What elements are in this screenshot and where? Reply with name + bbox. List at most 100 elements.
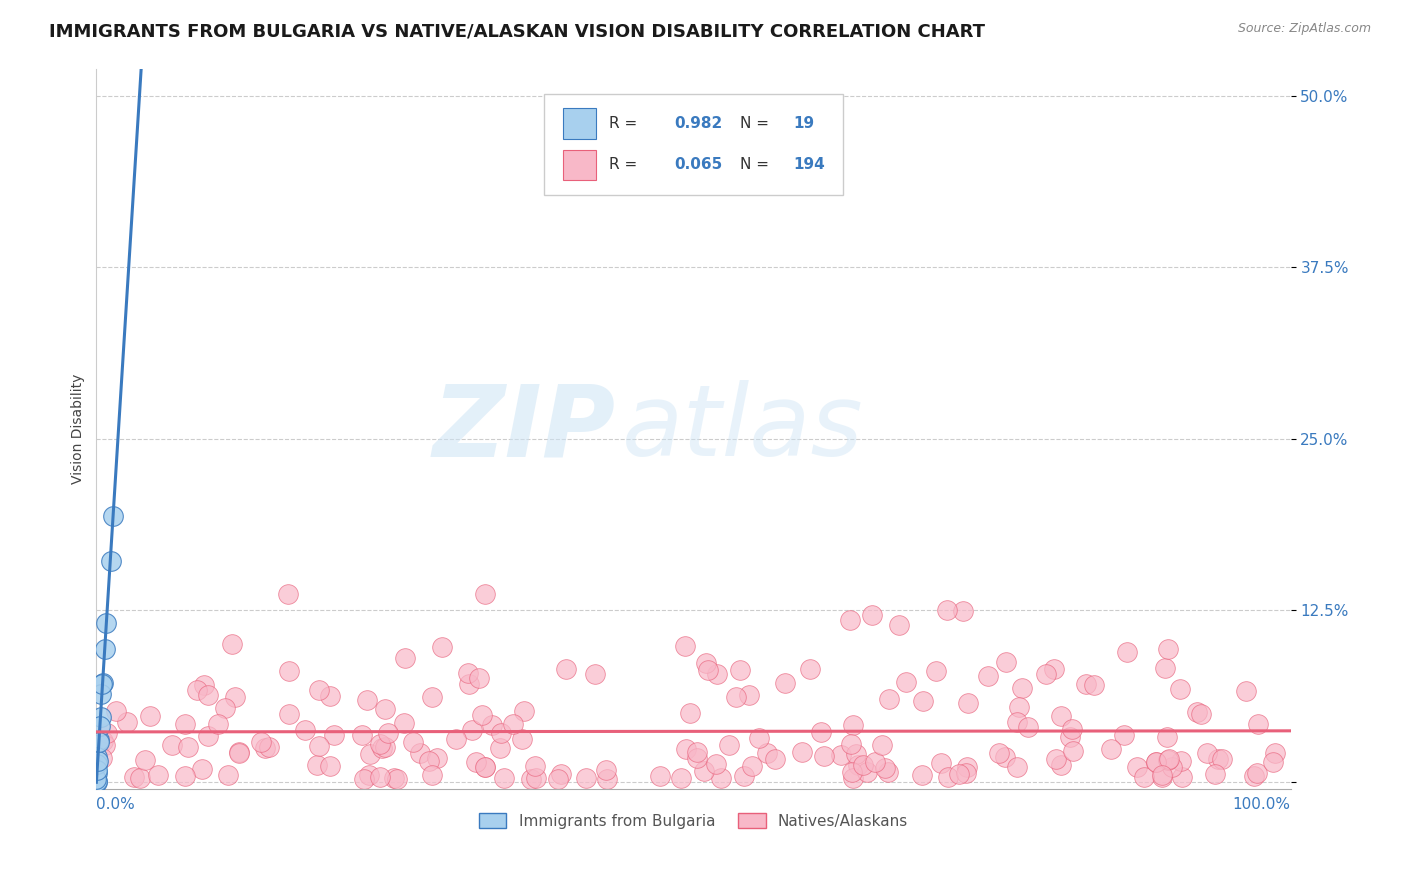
Point	[1187, 705, 1209, 719]
Point	[842, 771, 865, 785]
Point	[1152, 770, 1174, 784]
Point	[830, 748, 852, 763]
Point	[162, 739, 184, 753]
Point	[353, 772, 375, 787]
Point	[730, 663, 752, 677]
Point	[502, 717, 524, 731]
Point	[1099, 742, 1122, 756]
Point	[93, 738, 115, 752]
Point	[461, 723, 484, 737]
Point	[91, 750, 114, 764]
Point	[474, 760, 496, 774]
Point	[90, 709, 112, 723]
Point	[952, 604, 974, 618]
Point	[474, 586, 496, 600]
Point	[90, 687, 112, 701]
Point	[87, 754, 110, 768]
Point	[129, 771, 152, 785]
Point	[221, 637, 243, 651]
Point	[457, 676, 479, 690]
Point	[356, 693, 378, 707]
Point	[432, 640, 454, 654]
Point	[710, 771, 733, 785]
Point	[318, 759, 340, 773]
Point	[860, 607, 883, 622]
Point	[357, 768, 380, 782]
Point	[96, 726, 118, 740]
Point	[278, 706, 301, 721]
Point	[425, 751, 447, 765]
Point	[512, 732, 534, 747]
Text: atlas: atlas	[621, 380, 863, 477]
Point	[948, 767, 970, 781]
Point	[1247, 717, 1270, 731]
Point	[1144, 755, 1167, 769]
Point	[468, 671, 491, 685]
Point	[748, 731, 770, 746]
Y-axis label: Vision Disability: Vision Disability	[72, 374, 86, 483]
Point	[492, 771, 515, 785]
Point	[911, 694, 934, 708]
Point	[596, 772, 619, 786]
Point	[100, 554, 122, 568]
Text: IMMIGRANTS FROM BULGARIA VS NATIVE/ALASKAN VISION DISABILITY CORRELATION CHART: IMMIGRANTS FROM BULGARIA VS NATIVE/ALASK…	[49, 22, 986, 40]
Point	[87, 733, 110, 747]
Point	[294, 723, 316, 737]
Point	[799, 663, 821, 677]
Point	[409, 746, 432, 760]
Point	[956, 696, 979, 710]
Point	[471, 707, 494, 722]
Point	[790, 745, 813, 759]
Point	[845, 747, 868, 761]
Point	[717, 739, 740, 753]
Point	[1114, 728, 1136, 742]
Point	[733, 769, 755, 783]
Text: 0.0%: 0.0%	[97, 797, 135, 812]
Point	[474, 760, 496, 774]
Point	[1007, 699, 1029, 714]
Point	[956, 760, 979, 774]
Text: 19: 19	[794, 116, 815, 131]
Point	[374, 739, 396, 754]
Point	[1043, 662, 1066, 676]
Point	[228, 745, 250, 759]
Point	[685, 745, 707, 759]
Point	[457, 665, 479, 680]
Point	[1168, 682, 1191, 697]
Point	[686, 750, 709, 764]
FancyBboxPatch shape	[564, 150, 596, 180]
Point	[1264, 746, 1286, 760]
Point	[1144, 755, 1167, 769]
Point	[217, 767, 239, 781]
Point	[925, 664, 948, 678]
Point	[1005, 760, 1028, 774]
FancyBboxPatch shape	[544, 94, 842, 194]
Point	[1159, 752, 1181, 766]
Point	[1189, 706, 1212, 721]
Point	[1157, 642, 1180, 657]
Point	[583, 666, 606, 681]
Point	[554, 662, 576, 676]
Point	[876, 765, 898, 780]
Point	[350, 728, 373, 742]
Point	[86, 749, 108, 764]
Point	[1160, 759, 1182, 773]
Point	[1204, 767, 1226, 781]
Text: 194: 194	[794, 157, 825, 172]
Point	[575, 771, 598, 785]
Legend: Immigrants from Bulgaria, Natives/Alaskans: Immigrants from Bulgaria, Natives/Alaska…	[472, 806, 914, 835]
Point	[846, 758, 869, 772]
Point	[277, 665, 299, 679]
Point	[841, 765, 863, 780]
Point	[86, 766, 108, 780]
Point	[550, 766, 572, 780]
Point	[214, 701, 236, 715]
Point	[669, 771, 692, 785]
Point	[725, 690, 748, 704]
Text: 100.0%: 100.0%	[1233, 797, 1291, 812]
Point	[420, 690, 443, 705]
Point	[488, 740, 510, 755]
Point	[420, 768, 443, 782]
Point	[489, 725, 512, 739]
Point	[675, 742, 697, 756]
